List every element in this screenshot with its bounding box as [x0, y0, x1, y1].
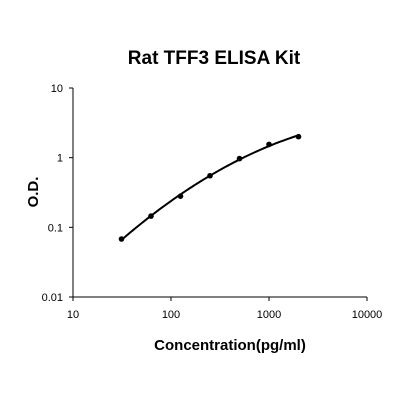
x-axis-label: Concentration(pg/ml) [154, 337, 306, 354]
data-point [295, 133, 302, 140]
y-tick-label: 0.1 [48, 222, 63, 234]
data-points [118, 133, 302, 242]
y-tick-label: 1 [57, 153, 63, 165]
data-point [148, 213, 154, 219]
data-point [118, 236, 125, 242]
x-tick-label: 100 [162, 309, 180, 321]
y-tick-label: 0.01 [42, 292, 63, 304]
x-tick-label: 10 [67, 309, 79, 321]
data-point [236, 155, 243, 162]
y-tick-label: 10 [51, 83, 63, 95]
data-point [177, 193, 184, 199]
chart-title: Rat TFF3 ELISA Kit [128, 48, 301, 69]
x-tick-label: 1000 [257, 309, 281, 321]
data-point [266, 141, 272, 148]
x-axis-ticks: 10 100 1000 10000 [67, 297, 382, 321]
fit-curve-line [120, 134, 299, 241]
x-tick-label: 10000 [352, 309, 383, 321]
data-point [207, 172, 213, 179]
y-axis-label: O.D. [25, 177, 42, 208]
y-axis-ticks: 0.01 0.1 1 10 [42, 83, 73, 304]
